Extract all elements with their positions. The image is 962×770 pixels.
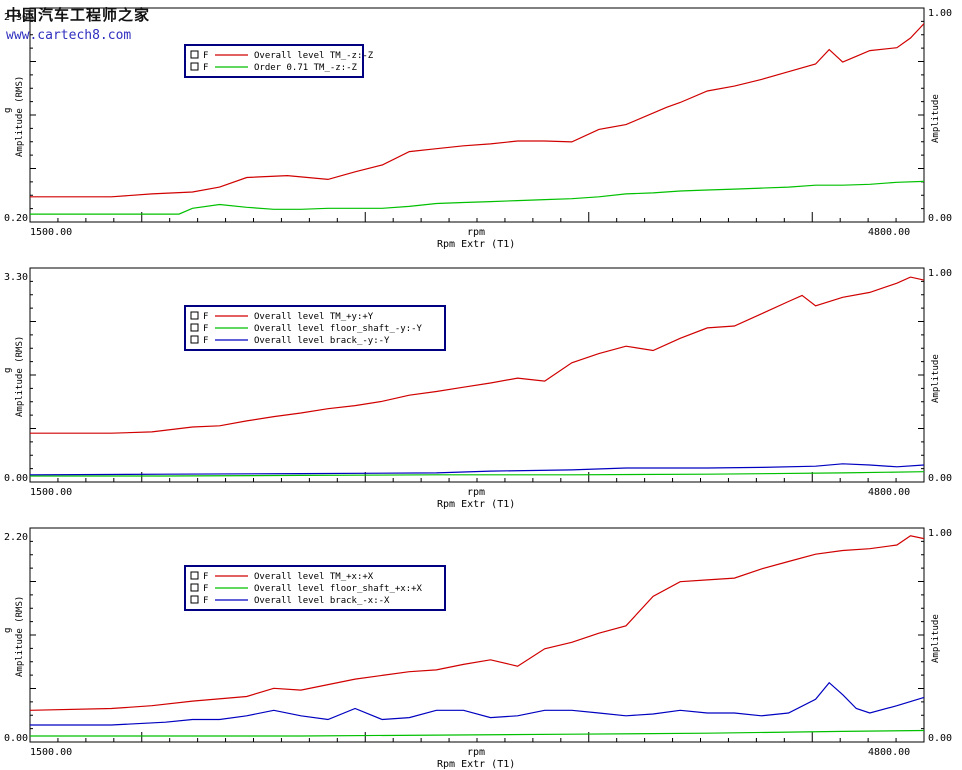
series-line-blue (30, 681, 925, 726)
y2-axis-label-group: Amplitude (931, 354, 941, 403)
legend-checkbox-label: F (203, 324, 208, 334)
y-axis-unit: g (3, 628, 13, 633)
series-line-green (30, 471, 925, 477)
plot-frame (29, 7, 925, 223)
y-tick-label-bottom: 0.20 (4, 213, 28, 224)
y-tick-label-bottom: 0.00 (4, 733, 28, 744)
x-axis-sublabel: Rpm Extr (T1) (437, 499, 515, 510)
y-axis-unit: g (3, 108, 13, 113)
legend-checkbox[interactable] (190, 62, 199, 71)
legend-entry: Order 0.71 TM_-z:-Z (254, 63, 358, 73)
legend-checkbox[interactable] (190, 335, 199, 344)
y-tick-label-top: 2.30 (4, 12, 28, 23)
series-line-red (29, 535, 925, 711)
y2-tick-label-top: 1.00 (928, 268, 952, 279)
y-tick-label-top: 2.20 (4, 532, 28, 543)
y-tick-label-bottom: 0.00 (4, 473, 28, 484)
y2-tick-label-top: 1.00 (928, 8, 952, 19)
legend-checkbox[interactable] (190, 595, 199, 604)
legend-checkbox[interactable] (190, 583, 199, 592)
legend-checkbox[interactable] (190, 323, 199, 332)
x-axis-label: rpm (467, 747, 485, 758)
x-tick-label-right: 4800.00 (868, 747, 910, 758)
y-axis-unit: g (3, 368, 13, 373)
y2-tick-label-top: 1.00 (928, 528, 952, 539)
legend-entry: Overall level floor_shaft_+x:+X (254, 584, 423, 594)
legend-checkbox-label: F (203, 572, 208, 582)
x-tick-label-left: 1500.00 (30, 747, 72, 758)
y-axis-label-group: Amplitude (RMS)g (3, 596, 25, 677)
y2-tick-label-bottom: 0.00 (928, 213, 952, 224)
legend-entry: Overall level TM_-z:-Z (254, 51, 374, 61)
series-line-green (30, 180, 925, 215)
legend-checkbox-label: F (203, 63, 208, 73)
plot-frame (29, 527, 925, 743)
legend-checkbox-label: F (203, 312, 208, 322)
legend-checkbox-label: F (203, 596, 208, 606)
watermark: 中国汽车工程师之家 www.cartech8.com (6, 4, 150, 43)
legend-box (184, 44, 364, 78)
legend-checkbox-label: F (203, 336, 208, 346)
series-line-green (30, 729, 925, 737)
legend: F Overall level TM_+y:+Y F Overall level fl… (184, 305, 446, 351)
legend: F Overall level TM_+x:+X F Overall level fl… (184, 565, 446, 611)
y-axis-label: Amplitude (RMS) (15, 336, 25, 417)
watermark-url: www.cartech8.com (6, 28, 132, 43)
y2-tick-label-bottom: 0.00 (928, 733, 952, 744)
y2-axis-label: Amplitude (931, 354, 941, 403)
legend-checkbox[interactable] (190, 571, 199, 580)
y-axis-label-group: Amplitude (RMS)g (3, 76, 25, 157)
y2-axis-label-group: Amplitude (931, 614, 941, 663)
legend-entry: Overall level TM_+y:+Y (254, 312, 374, 322)
series-line-red (30, 23, 925, 198)
x-axis-label: rpm (467, 487, 485, 498)
y2-tick-label-bottom: 0.00 (928, 473, 952, 484)
x-axis-sublabel: Rpm Extr (T1) (437, 759, 515, 770)
x-tick-label-right: 4800.00 (868, 227, 910, 238)
y2-axis-label: Amplitude (931, 614, 941, 663)
watermark-chinese: 中国汽车工程师之家 (6, 6, 151, 24)
x-tick-label-right: 4800.00 (868, 487, 910, 498)
y-axis-label-group: Amplitude (RMS)g (3, 336, 25, 417)
y-tick-label-top: 3.30 (4, 272, 28, 283)
series-line-red (30, 276, 925, 434)
legend-checkbox[interactable] (190, 50, 199, 59)
series-line-blue (29, 463, 925, 476)
y-axis-label: Amplitude (RMS) (15, 596, 25, 677)
x-tick-label-left: 1500.00 (30, 487, 72, 498)
legend-checkbox[interactable] (190, 311, 199, 320)
x-axis-sublabel: Rpm Extr (T1) (437, 239, 515, 250)
y2-axis-label-group: Amplitude (931, 94, 941, 143)
legend-entry: Overall level floor_shaft_-y:-Y (254, 324, 423, 334)
plot-frame (29, 267, 925, 483)
x-axis-label: rpm (467, 227, 485, 238)
y-axis-label: Amplitude (RMS) (15, 76, 25, 157)
y2-axis-label: Amplitude (931, 94, 941, 143)
legend-checkbox-label: F (203, 51, 208, 61)
legend-checkbox-label: F (203, 584, 208, 594)
x-tick-label-left: 1500.00 (30, 227, 72, 238)
legend-entry: Overall level TM_+x:+X (254, 572, 374, 582)
legend-entry: Overall level brack_-x:-X (254, 596, 390, 606)
legend: F Overall level TM_-z:-Z F Order 0.71 TM_-z… (184, 44, 374, 78)
legend-entry: Overall level brack_-y:-Y (254, 336, 390, 346)
